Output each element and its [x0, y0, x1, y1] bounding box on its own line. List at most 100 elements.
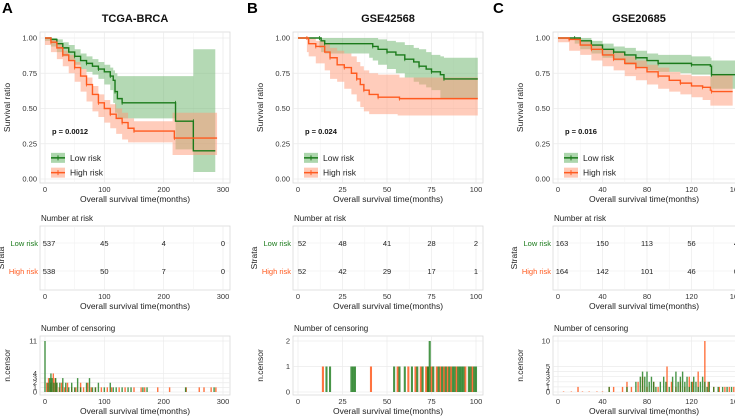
risk-count-high: 7: [162, 267, 166, 276]
risk-count-high: 42: [338, 267, 346, 276]
x-tick-label: 0: [556, 397, 560, 406]
censor-bar-high: [637, 381, 639, 392]
x-axis-label: Overall survival time(months): [80, 301, 190, 311]
risk-count-low: 163: [556, 239, 569, 248]
x-tick-label: 25: [338, 185, 346, 194]
censor-bar-low: [115, 387, 117, 392]
censor-bar-high: [100, 387, 103, 392]
risk-count-low: 150: [596, 239, 609, 248]
x-tick-label: 200: [157, 292, 170, 301]
risk-table-frame: [292, 225, 484, 291]
censor-bar-high: [697, 371, 699, 392]
y-tick-label: 4: [546, 367, 550, 376]
censor-bar-high: [210, 387, 212, 392]
censor-bar-low: [142, 387, 144, 392]
y-tick-label: 5: [546, 362, 550, 371]
ci-band-high: [298, 38, 478, 116]
censor-bar-high: [630, 386, 633, 392]
x-tick-label: 300: [217, 397, 230, 406]
censor-bar-low: [127, 387, 129, 392]
censor-bar-high: [75, 387, 77, 392]
censor-bar-high: [157, 387, 159, 392]
censor-bar-high: [588, 391, 590, 392]
risk-count-high: 17: [427, 267, 435, 276]
x-tick-label: 300: [217, 185, 230, 194]
x-axis-label: Overall survival time(months): [80, 194, 190, 204]
censor-bar-high: [670, 381, 673, 392]
legend-label-high: High risk: [583, 168, 617, 178]
x-tick-label: 100: [470, 292, 483, 301]
risk-count-low: 537: [43, 239, 56, 248]
censor-bar-low: [677, 381, 679, 392]
y-tick-label: 0: [546, 388, 550, 397]
ci-band-high: [558, 38, 733, 106]
censor-bar-low: [646, 371, 648, 392]
risk-count-low: 41: [383, 239, 391, 248]
censor-title: Number of censoring: [41, 324, 115, 333]
x-axis-label: Overall survival time(months): [589, 194, 699, 204]
x-tick-label: 100: [470, 397, 483, 406]
censor-bar-low: [437, 366, 440, 392]
y-tick-label: 0.75: [22, 69, 37, 78]
censor-bar-low: [112, 387, 114, 392]
risk-table-title: Number at risk: [554, 214, 607, 223]
censor-bar-low: [79, 387, 82, 392]
censor-bar-low: [474, 366, 478, 392]
censor-bar-low: [706, 386, 708, 392]
p-value: p = 0.0012: [52, 127, 88, 136]
censor-bar-high: [446, 366, 449, 392]
censor-bar-low: [635, 381, 637, 392]
risk-count-low: 48: [338, 239, 346, 248]
x-tick-label: 75: [427, 185, 435, 194]
panel-C: CGSE20685040801201600.000.250.500.751.00…: [493, 0, 735, 416]
censor-title: Number of censoring: [294, 324, 368, 333]
strata-label-high: High risk: [262, 267, 291, 276]
strata-label-low: Low risk: [263, 239, 291, 248]
survival-curve-high: [45, 37, 218, 139]
x-tick-label: 50: [383, 292, 391, 301]
censor-bar-low: [56, 382, 58, 392]
censor-bar-low: [713, 386, 715, 392]
censor-bar-high: [439, 366, 442, 392]
censor-bar-low: [71, 382, 73, 392]
x-tick-label: 40: [598, 397, 606, 406]
x-tick-label: 40: [598, 292, 606, 301]
censor-bar-low: [416, 366, 419, 392]
censor-bar-high: [577, 386, 579, 392]
censor-bar-low: [44, 341, 46, 392]
censor-bar-low: [47, 382, 49, 392]
risk-count-high: 29: [383, 267, 391, 276]
censor-bar-high: [707, 381, 709, 392]
censor-bar-low: [655, 386, 657, 392]
censor-bar-low: [650, 376, 653, 392]
censor-bar-low: [76, 378, 79, 392]
risk-count-high: 0: [221, 267, 225, 276]
x-tick-label: 160: [730, 185, 735, 194]
censor-bar-low: [51, 378, 53, 392]
censor-bar-low: [701, 376, 704, 392]
legend-label-high: High risk: [323, 168, 357, 178]
censor-bar-high: [110, 387, 113, 392]
risk-count-high: 52: [298, 267, 306, 276]
censor-bar-low: [50, 373, 52, 392]
x-axis-label: Overall survival time(months): [333, 406, 443, 416]
censor-bar-low: [626, 386, 628, 392]
y-axis-label: Survival ratio: [255, 83, 265, 132]
censor-bar-low: [352, 366, 355, 392]
x-axis-label: Overall survival time(months): [80, 406, 190, 416]
x-tick-label: 0: [296, 185, 300, 194]
y-tick-label: 0.75: [535, 69, 550, 78]
censor-bar-high: [724, 386, 726, 392]
x-tick-label: 40: [598, 185, 606, 194]
risk-count-low: 4: [734, 239, 735, 248]
censor-bar-high: [106, 387, 108, 392]
censor-bar-low: [690, 381, 693, 392]
censor-bar-low: [146, 387, 148, 392]
x-tick-label: 0: [43, 397, 47, 406]
censor-bar-high: [733, 386, 735, 392]
x-axis-label: Overall survival time(months): [333, 301, 443, 311]
censor-bar-low: [458, 366, 462, 392]
censor-bar-low: [65, 382, 67, 392]
